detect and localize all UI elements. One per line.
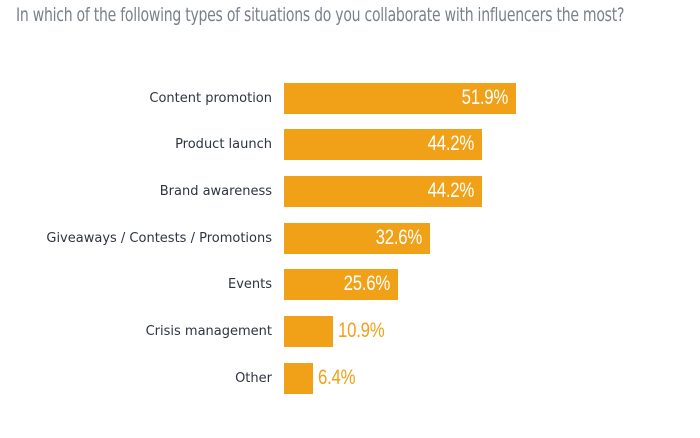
bar bbox=[284, 83, 516, 114]
category-label: Product launch bbox=[175, 137, 272, 152]
bar bbox=[284, 316, 333, 347]
bar-row: Product launch 44.2% bbox=[0, 129, 700, 161]
category-label: Content promotion bbox=[149, 91, 272, 106]
chart-title: In which of the following types of situa… bbox=[16, 4, 625, 26]
category-label: Events bbox=[227, 277, 272, 292]
bar bbox=[284, 176, 482, 207]
bar bbox=[284, 363, 313, 394]
category-label: Brand awareness bbox=[159, 184, 272, 199]
bar-row: Content promotion 51.9% bbox=[0, 83, 700, 115]
value-label: 44.2% bbox=[427, 132, 475, 155]
value-label: 10.9% bbox=[338, 319, 385, 342]
bar-row: Brand awareness 44.2% bbox=[0, 176, 700, 208]
bar-row: Giveaways / Contests / Promotions 32.6% bbox=[0, 223, 700, 255]
bar bbox=[284, 269, 398, 300]
bar-row: Other 6.4% bbox=[0, 363, 700, 395]
category-label: Giveaways / Contests / Promotions bbox=[46, 231, 272, 246]
bar-row: Events 25.6% bbox=[0, 269, 700, 301]
bar-row: Crisis management 10.9% bbox=[0, 316, 700, 348]
category-label: Other bbox=[235, 371, 272, 386]
value-label: 6.4% bbox=[318, 366, 356, 389]
bar bbox=[284, 223, 430, 254]
category-label: Crisis management bbox=[145, 324, 272, 339]
bar bbox=[284, 129, 482, 160]
value-label: 51.9% bbox=[461, 86, 509, 109]
value-label: 32.6% bbox=[375, 226, 423, 249]
value-label: 25.6% bbox=[343, 272, 391, 295]
value-label: 44.2% bbox=[427, 179, 475, 202]
